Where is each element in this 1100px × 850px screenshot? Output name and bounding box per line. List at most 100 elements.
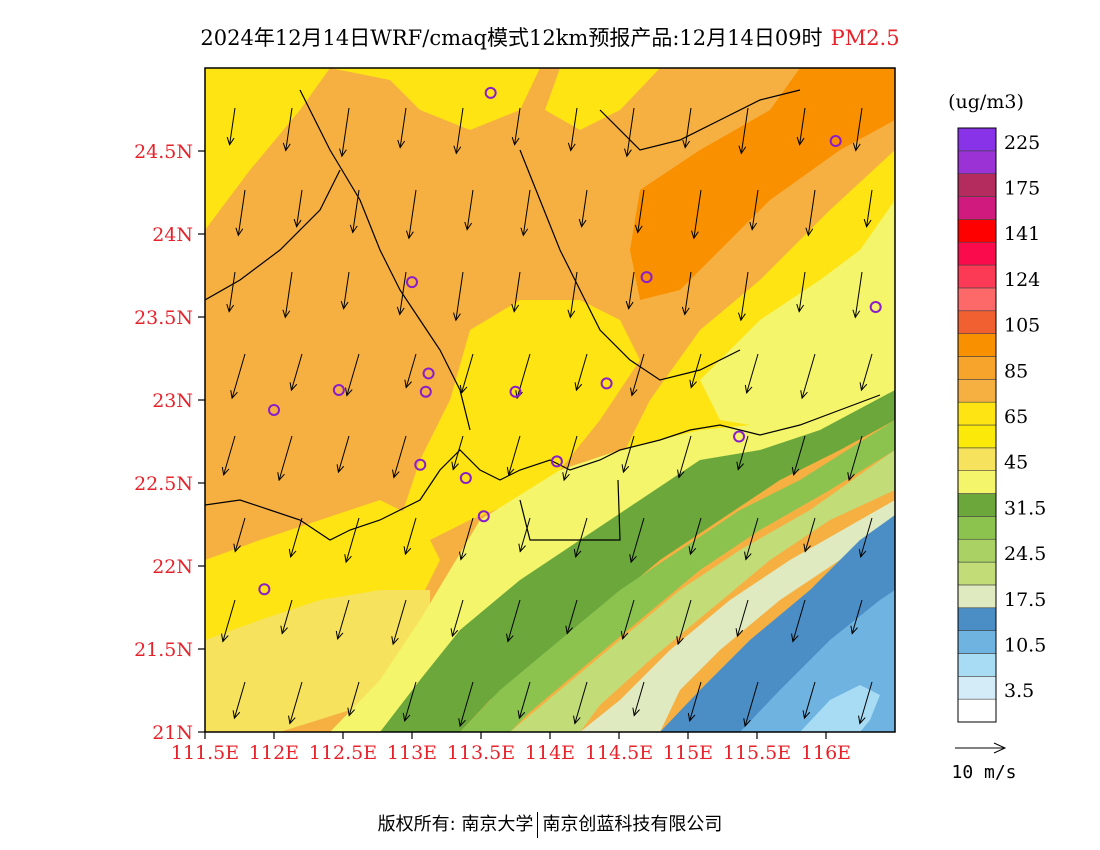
city-marker xyxy=(419,385,432,398)
wind-arrowhead xyxy=(562,472,570,482)
wind-arrowhead xyxy=(800,390,808,400)
wind-arrowhead xyxy=(221,466,230,476)
wind-arrow xyxy=(455,107,464,154)
wind-arrow xyxy=(740,271,749,321)
wind-arrow xyxy=(860,353,873,391)
pollutant-label: PM2.5 xyxy=(830,26,900,50)
legend-label: 225 xyxy=(1004,132,1040,154)
wind-arrow xyxy=(278,435,293,481)
wind-arrow xyxy=(516,353,531,399)
legend-swatch xyxy=(957,470,997,494)
wind-arrowhead xyxy=(221,633,229,643)
legend-label: 175 xyxy=(1004,178,1040,200)
wind-arrowhead xyxy=(344,554,352,564)
x-tick-label: 112E xyxy=(249,742,299,764)
x-tick-label: 113.5E xyxy=(447,742,515,764)
wind-arrowhead xyxy=(791,633,799,643)
wind-arrow xyxy=(566,599,578,634)
wind-arrowhead xyxy=(288,715,296,725)
wind-arrow xyxy=(290,353,303,391)
city-marker xyxy=(258,583,271,596)
wind-arrow xyxy=(399,271,407,315)
wind-arrow xyxy=(337,435,350,473)
city-marker xyxy=(484,86,497,99)
wind-arrowhead xyxy=(736,461,744,471)
wind-arrowhead xyxy=(744,384,753,394)
wind-arrowhead xyxy=(738,145,747,155)
wind-arrowhead xyxy=(235,227,244,237)
legend-label: 105 xyxy=(1004,315,1040,337)
wind-arrow xyxy=(223,435,236,475)
legend-label: 31.5 xyxy=(1004,497,1046,519)
wind-arrowhead xyxy=(688,546,697,556)
wind-arrow xyxy=(737,435,749,470)
wind-arrow xyxy=(678,435,692,478)
city-markers xyxy=(258,86,882,596)
wind-arrow xyxy=(461,353,474,393)
legend-swatch xyxy=(957,698,997,723)
wind-arrow xyxy=(570,107,578,151)
color-legend: 3.5 10.5 17.5 24.5 31.5 45 65 85 105 124 141 175 225 xyxy=(957,127,1046,723)
legend-swatch xyxy=(957,127,997,152)
wind-arrowhead xyxy=(574,382,583,392)
legend-swatch xyxy=(957,310,997,334)
wind-arrow xyxy=(690,353,702,388)
wind-arrow xyxy=(626,107,635,157)
x-tick-label: 116E xyxy=(801,742,851,764)
wind-arrowhead xyxy=(863,218,872,228)
wind-arrow xyxy=(408,189,417,239)
wind-arrowhead xyxy=(796,136,805,146)
wind-arrowhead xyxy=(336,464,345,474)
y-tick-label: 23N xyxy=(152,390,193,412)
wind-arrowhead xyxy=(852,309,861,319)
wind-arrow xyxy=(569,271,578,318)
legend-swatch xyxy=(957,173,997,197)
wind-arrowhead xyxy=(335,630,344,640)
wind-arrow xyxy=(222,599,236,642)
wind-arrowhead xyxy=(230,390,238,400)
y-tick-label: 21.5N xyxy=(134,639,193,661)
wind-arrowhead xyxy=(280,625,288,635)
wind-arrow xyxy=(689,681,702,721)
wind-arrowhead xyxy=(858,548,867,558)
wind-arrow xyxy=(405,353,417,388)
wind-arrowhead xyxy=(282,309,291,319)
legend-swatch xyxy=(957,538,997,563)
footer-separator xyxy=(537,812,539,838)
legend-swatch xyxy=(957,287,997,312)
wind-arrow xyxy=(522,189,531,236)
wind-arrowhead xyxy=(391,636,399,646)
legend-swatch xyxy=(957,653,997,677)
wind-arrowhead xyxy=(743,718,751,728)
wind-arrowhead xyxy=(634,224,643,234)
wind-arrowhead xyxy=(226,303,235,313)
legend-swatch xyxy=(957,516,997,540)
y-tick-label: 23.5N xyxy=(134,307,193,329)
wind-arrow xyxy=(451,599,464,637)
wind-arrow xyxy=(684,107,692,148)
legend-label: 24.5 xyxy=(1004,543,1046,565)
wind-arrow xyxy=(677,599,692,645)
boundary-lines xyxy=(205,89,881,541)
city-marker xyxy=(459,472,472,485)
wind-arrow xyxy=(860,517,873,557)
wind-arrow xyxy=(740,107,749,154)
wind-arrow xyxy=(851,599,863,634)
copyright-left: 版权所有: 南京大学 xyxy=(377,814,534,835)
wind-arrowhead xyxy=(847,472,855,482)
wind-arrow xyxy=(281,599,293,634)
wind-arrowhead xyxy=(852,142,861,152)
wind-arrow xyxy=(234,517,246,552)
title-text: 2024年12月14日WRF/cmaq模式12km预报产品:12月14日09时 xyxy=(200,26,823,50)
wind-arrowhead xyxy=(517,710,526,720)
city-marker xyxy=(268,403,280,416)
legend-swatch xyxy=(957,561,997,586)
wind-arrowhead xyxy=(677,469,685,479)
wind-arrowhead xyxy=(518,543,526,553)
wind-arrowhead xyxy=(624,148,632,158)
wind-scale-label: 10 m/s xyxy=(951,762,1016,783)
legend-swatch xyxy=(957,196,997,220)
legend-label: 124 xyxy=(1004,269,1040,291)
wind-arrow xyxy=(855,107,863,151)
wind-arrow xyxy=(746,353,759,393)
